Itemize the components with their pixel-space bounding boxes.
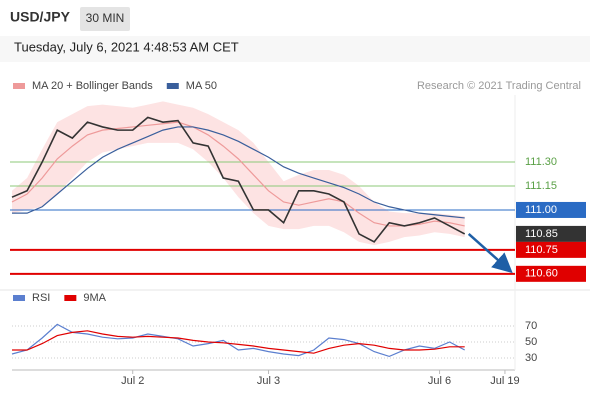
bollinger-band <box>12 101 465 246</box>
level-label: 110.75 <box>525 244 558 256</box>
level-box <box>516 241 586 258</box>
forecast-arrow <box>467 232 513 274</box>
y-tick-label: 30 <box>525 352 537 364</box>
x-tick-label: Jul 19 <box>490 375 519 387</box>
legend-swatch <box>13 295 25 301</box>
legend-label: 9MA <box>83 292 106 304</box>
date-bar <box>0 36 590 62</box>
timeframe: 30 MIN <box>86 11 125 25</box>
level-label: 110.60 <box>525 268 558 280</box>
legend-label: MA 20 + Bollinger Bands <box>32 80 153 92</box>
x-tick-label: Jul 3 <box>257 375 280 387</box>
legend-swatch <box>166 83 179 89</box>
timeframe-badge <box>80 7 130 31</box>
series-line <box>11 121 465 227</box>
level-label: 111.15 <box>525 180 557 192</box>
level-label: 110.85 <box>525 228 558 240</box>
level-box <box>516 265 586 282</box>
legend-label: RSI <box>32 292 50 304</box>
level-box <box>516 201 586 218</box>
symbol: USD/JPY <box>10 9 71 25</box>
legend-swatch <box>64 295 77 301</box>
legend-label: MA 50 <box>186 80 217 92</box>
credit: Research © 2021 Trading Central <box>417 80 581 92</box>
x-tick-label: Jul 2 <box>121 375 144 387</box>
y-tick-label: 70 <box>525 320 537 332</box>
datetime: Tuesday, July 6, 2021 4:48:53 AM CET <box>14 39 239 54</box>
series-line <box>11 323 465 358</box>
level-box <box>516 225 586 242</box>
x-tick-label: Jul 6 <box>428 375 451 387</box>
y-tick-label: 50 <box>525 336 537 348</box>
legend-swatch <box>13 83 25 89</box>
price-line <box>11 116 466 243</box>
series-line <box>12 330 465 354</box>
level-label: 111.00 <box>525 204 557 216</box>
series-line <box>12 126 465 219</box>
level-label: 111.30 <box>525 156 557 168</box>
